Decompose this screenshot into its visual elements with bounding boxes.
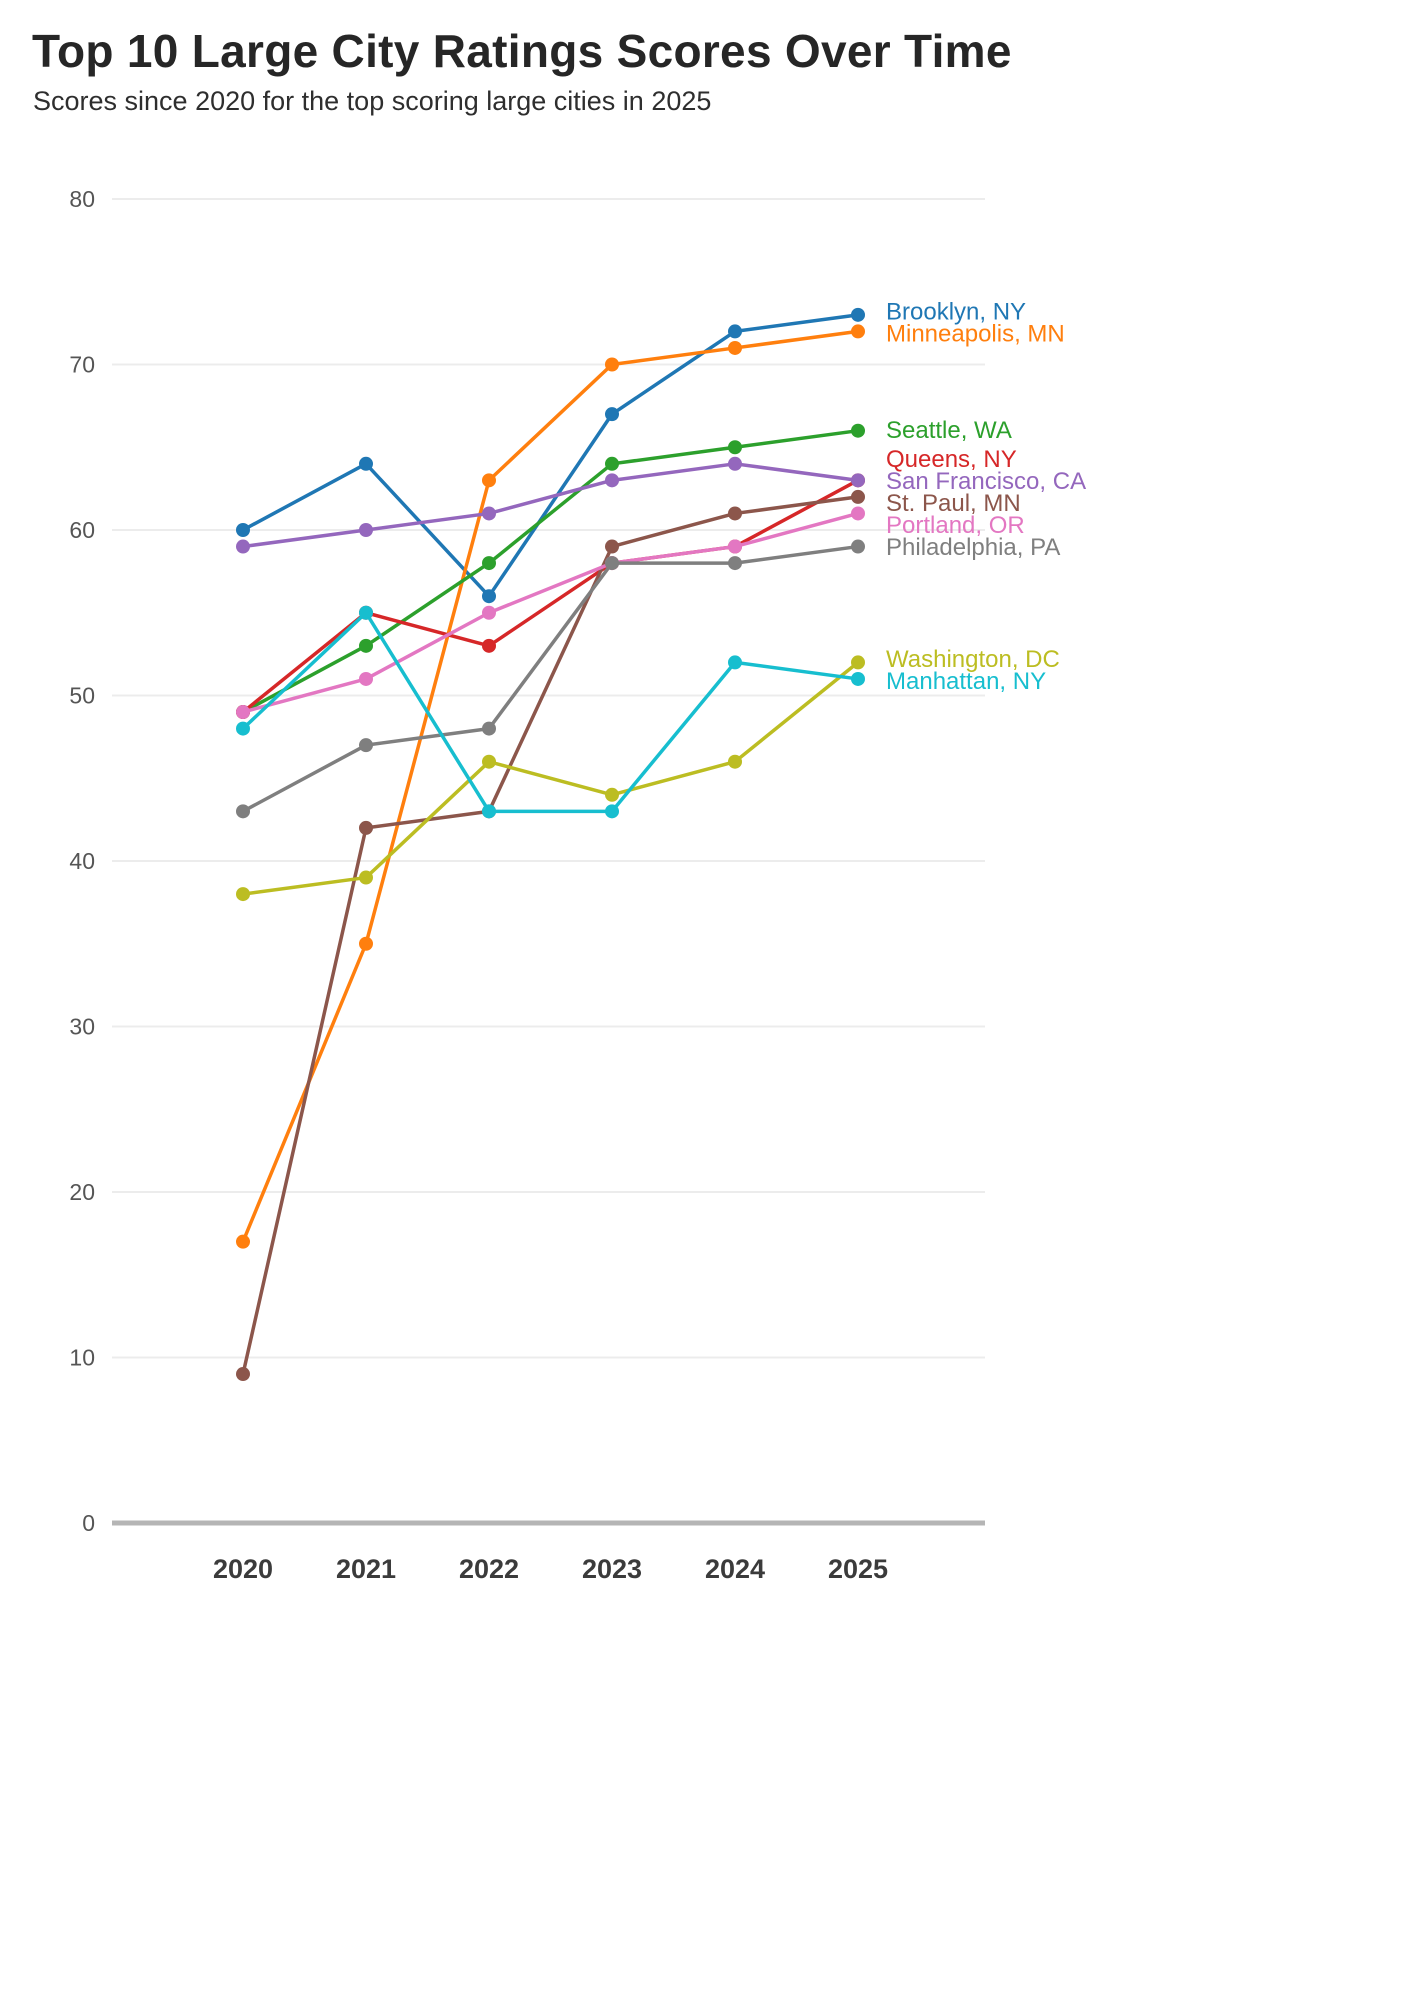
series-point-seattle-wa-2023	[605, 456, 619, 471]
series-point-san-francisco-ca-2025	[851, 473, 865, 488]
series-point-philadelphia-pa-2022	[482, 721, 496, 736]
x-tick-label-2024: 2024	[705, 1554, 765, 1584]
y-tick-label-40: 40	[69, 848, 95, 874]
series-point-san-francisco-ca-2020	[236, 539, 250, 554]
series-point-st-paul-mn-2024	[728, 506, 742, 521]
series-label-brooklyn-ny: Brooklyn, NY	[886, 299, 1026, 326]
y-tick-label-0: 0	[82, 1510, 95, 1536]
series-label-st-paul-mn: St. Paul, MN	[886, 490, 1021, 517]
x-tick-label-2022: 2022	[459, 1554, 519, 1584]
series-label-manhattan-ny: Manhattan, NY	[886, 668, 1046, 695]
series-point-portland-or-2020	[236, 705, 250, 720]
series-label-philadelphia-pa: Philadelphia, PA	[886, 534, 1060, 561]
series-point-st-paul-mn-2025	[851, 489, 865, 504]
series-point-philadelphia-pa-2025	[851, 539, 865, 554]
series-point-brooklyn-ny-2025	[851, 307, 865, 322]
series-point-san-francisco-ca-2023	[605, 473, 619, 488]
series-point-manhattan-ny-2022	[482, 804, 496, 819]
series-point-manhattan-ny-2021	[359, 605, 373, 620]
series-point-minneapolis-mn-2025	[851, 324, 865, 339]
x-tick-label-2023: 2023	[582, 1554, 642, 1584]
series-label-minneapolis-mn: Minneapolis, MN	[886, 321, 1065, 348]
series-point-san-francisco-ca-2024	[728, 456, 742, 471]
series-point-washington-dc-2021	[359, 870, 373, 885]
series-point-manhattan-ny-2023	[605, 804, 619, 819]
series-point-brooklyn-ny-2021	[359, 456, 373, 471]
series-line-washington-dc	[241, 660, 860, 896]
series-line-minneapolis-mn	[241, 329, 860, 1244]
series-point-minneapolis-mn-2024	[728, 340, 742, 355]
series-point-philadelphia-pa-2023	[605, 556, 619, 571]
series-label-san-francisco-ca: San Francisco, CA	[886, 468, 1086, 495]
series-point-manhattan-ny-2025	[851, 671, 865, 686]
series-point-philadelphia-pa-2020	[236, 804, 250, 819]
series-point-st-paul-mn-2020	[236, 1367, 250, 1382]
series-point-philadelphia-pa-2024	[728, 556, 742, 571]
series-point-brooklyn-ny-2022	[482, 589, 496, 604]
series-line-seattle-wa	[241, 428, 860, 714]
series-point-washington-dc-2022	[482, 754, 496, 769]
series-point-minneapolis-mn-2020	[236, 1234, 250, 1249]
series-point-manhattan-ny-2024	[728, 655, 742, 670]
series-line-st-paul-mn	[241, 495, 860, 1376]
y-tick-label-20: 20	[69, 1179, 95, 1205]
y-tick-label-70: 70	[69, 352, 95, 378]
series-point-san-francisco-ca-2021	[359, 523, 373, 537]
series-point-minneapolis-mn-2022	[482, 473, 496, 488]
series-label-seattle-wa: Seattle, WA	[886, 417, 1012, 444]
series-point-brooklyn-ny-2023	[605, 407, 619, 422]
series-line-portland-or	[241, 511, 860, 714]
series-line-brooklyn-ny	[241, 313, 860, 598]
series-point-seattle-wa-2021	[359, 638, 373, 653]
y-tick-label-30: 30	[69, 1014, 95, 1040]
series-line-queens-ny	[241, 478, 860, 714]
y-tick-label-50: 50	[69, 683, 95, 709]
series-point-portland-or-2022	[482, 605, 496, 620]
series-line-san-francisco-ca	[241, 462, 860, 549]
series-point-brooklyn-ny-2020	[236, 523, 250, 537]
series-point-san-francisco-ca-2022	[482, 506, 496, 521]
series-point-washington-dc-2025	[851, 655, 865, 670]
series-point-seattle-wa-2022	[482, 556, 496, 571]
series-point-portland-or-2021	[359, 671, 373, 686]
y-tick-label-80: 80	[69, 186, 95, 212]
series-point-manhattan-ny-2020	[236, 721, 250, 736]
series-point-portland-or-2025	[851, 506, 865, 521]
series-point-seattle-wa-2024	[728, 440, 742, 455]
series-line-manhattan-ny	[241, 611, 860, 814]
series-label-washington-dc: Washington, DC	[886, 646, 1060, 673]
x-tick-label-2021: 2021	[336, 1554, 396, 1584]
chart-subtitle: Scores since 2020 for the top scoring la…	[33, 86, 712, 116]
series-point-brooklyn-ny-2024	[728, 324, 742, 339]
series-label-portland-or: Portland, OR	[886, 512, 1025, 539]
series-label-queens-ny: Queens, NY	[886, 446, 1017, 473]
series-point-philadelphia-pa-2021	[359, 738, 373, 753]
series-line-philadelphia-pa	[241, 544, 860, 814]
series-point-seattle-wa-2025	[851, 423, 865, 438]
series-point-st-paul-mn-2023	[605, 539, 619, 554]
series-point-washington-dc-2024	[728, 754, 742, 769]
series-point-washington-dc-2020	[236, 887, 250, 902]
series-point-minneapolis-mn-2023	[605, 357, 619, 372]
y-tick-label-60: 60	[69, 517, 95, 543]
x-tick-label-2025: 2025	[828, 1554, 888, 1584]
y-tick-label-10: 10	[69, 1345, 95, 1371]
series-point-minneapolis-mn-2021	[359, 936, 373, 951]
x-tick-label-2020: 2020	[213, 1554, 273, 1584]
series-point-portland-or-2024	[728, 539, 742, 554]
series-point-st-paul-mn-2021	[359, 820, 373, 835]
series-point-queens-ny-2022	[482, 638, 496, 653]
chart-title: Top 10 Large City Ratings Scores Over Ti…	[32, 25, 1012, 77]
series-point-washington-dc-2023	[605, 787, 619, 802]
